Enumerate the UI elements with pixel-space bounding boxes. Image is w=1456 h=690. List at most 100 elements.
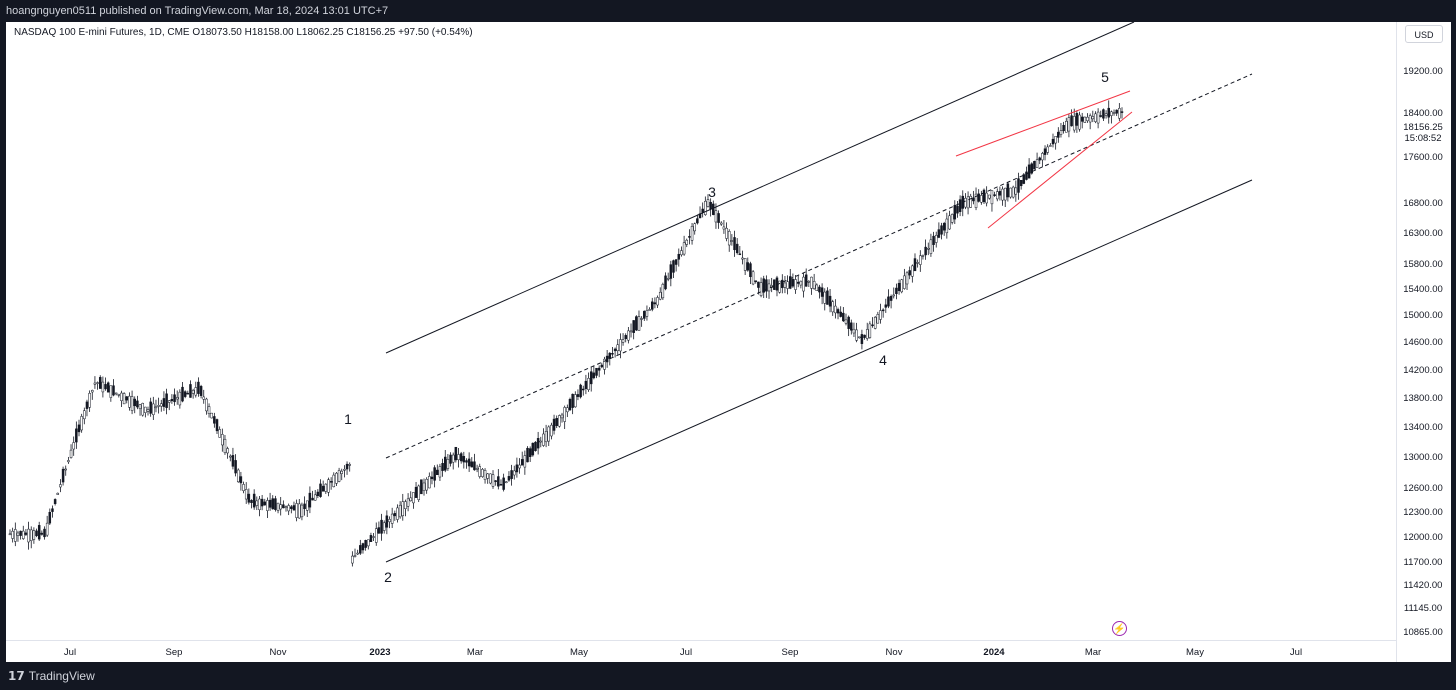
candle-body [112, 385, 115, 396]
candle-body [680, 250, 683, 256]
candle-body [534, 441, 537, 451]
candle-body [430, 476, 434, 480]
candle-body [467, 458, 471, 467]
candle-body [316, 491, 320, 496]
candle-body [449, 454, 452, 464]
price-label: 14600.00 [1403, 337, 1443, 348]
candle-body [759, 282, 763, 296]
candle-body [1011, 186, 1015, 198]
candle-body [133, 398, 136, 407]
candle-body [682, 242, 686, 255]
candle-body [69, 449, 73, 458]
candle-body [348, 464, 351, 466]
candle-body [276, 502, 280, 511]
candle-body [980, 195, 983, 203]
candle-body [704, 201, 707, 215]
candle-body [799, 280, 803, 286]
candle-body [75, 428, 78, 443]
candle-body [287, 505, 290, 512]
candle-body [279, 504, 282, 510]
candle-body [688, 236, 691, 238]
candle-body [1062, 124, 1065, 132]
candle-body [940, 225, 943, 235]
candle-body [629, 330, 633, 333]
candle-body [271, 498, 274, 510]
candle-body [451, 454, 455, 463]
price-label: 19200.00 [1403, 66, 1443, 77]
candle-body [454, 446, 458, 461]
price-label: 13800.00 [1403, 393, 1443, 404]
candle-body [396, 507, 399, 520]
candle-body [244, 489, 248, 500]
lightning-icon[interactable]: ⚡ [1112, 621, 1127, 636]
price-label: 11420.00 [1403, 580, 1443, 591]
candle-body [337, 470, 341, 482]
candle-body [290, 506, 293, 509]
candle-body [547, 426, 550, 442]
candle-body [988, 194, 991, 199]
candle-body [783, 282, 787, 288]
candle-body [130, 396, 134, 411]
candle-body [40, 532, 44, 535]
candle-body [974, 193, 978, 208]
candle-body [1091, 116, 1095, 120]
candle-body [321, 485, 325, 492]
candle-body [640, 318, 643, 320]
candle-body [32, 530, 36, 540]
candle-body [860, 334, 864, 344]
price-label: 11145.00 [1403, 603, 1443, 614]
candle-body [948, 215, 951, 230]
candle-body [1102, 109, 1105, 119]
candle-body [170, 399, 174, 402]
time-label: Nov [269, 647, 287, 658]
candle-body [266, 500, 269, 511]
currency-button[interactable]: USD [1405, 25, 1443, 43]
bar-countdown: 15:08:52 [1404, 133, 1442, 144]
candle-body [486, 473, 489, 479]
candle-body [446, 459, 450, 469]
candle-body [221, 434, 224, 446]
price-scale[interactable]: USD 19200.00 18400.00 17600.00 16800.00 … [1396, 22, 1451, 662]
candle-body [27, 528, 30, 543]
candle-body [603, 358, 606, 370]
candle-body [913, 258, 917, 272]
price-label: 18400.00 [1403, 108, 1443, 119]
candle-body [595, 367, 598, 376]
candle-body [725, 227, 728, 239]
candle-body [215, 419, 219, 432]
candle-body [746, 262, 750, 271]
candle-body [250, 500, 253, 503]
candle-body [635, 316, 638, 331]
time-scale[interactable]: Jul Sep Nov 2023 Mar May Jul Sep Nov 202… [6, 640, 1396, 663]
price-label: 16300.00 [1403, 228, 1443, 239]
candle-body [481, 469, 484, 477]
plot-area[interactable]: NASDAQ 100 E-mini Futures, 1D, CME O1807… [6, 22, 1396, 662]
candle-body [443, 456, 447, 471]
candle-body [319, 483, 322, 497]
candle-body [985, 192, 988, 204]
candle-body [966, 196, 970, 209]
candle-body [470, 461, 474, 468]
tradingview-logo[interactable]: 𝟭𝟳 TradingView [8, 669, 95, 683]
price-label: 12300.00 [1403, 507, 1443, 518]
candle-body [428, 476, 431, 489]
channel-lower-line [385, 179, 1253, 563]
candle-body [141, 402, 144, 416]
candle-body [491, 474, 495, 487]
candle-body [643, 310, 646, 319]
candle-body [1033, 160, 1036, 170]
candle-body [295, 503, 298, 518]
candle-body [778, 280, 781, 293]
candle-body [666, 278, 670, 280]
candle-body [1070, 115, 1073, 127]
candle-body [781, 279, 784, 289]
candle-body [696, 218, 699, 224]
candle-body [969, 195, 972, 208]
candle-body [765, 279, 768, 292]
candle-body [523, 455, 527, 468]
candle-body [810, 276, 813, 289]
candle-body [239, 476, 243, 484]
candle-body [35, 530, 38, 537]
candle-body [1075, 113, 1079, 126]
price-label: 12600.00 [1403, 483, 1443, 494]
